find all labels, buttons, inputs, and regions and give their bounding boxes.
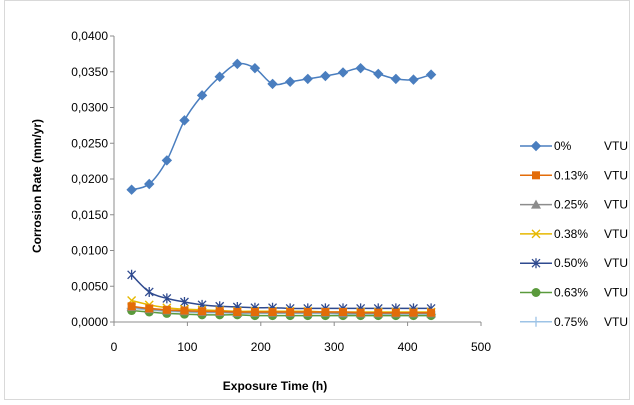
data-point <box>126 184 137 195</box>
data-point <box>198 307 207 316</box>
data-point <box>162 293 172 304</box>
y-tick-label: 0,0300 <box>71 101 108 115</box>
series-0-50pct <box>127 269 436 314</box>
legend-unit: VTU <box>604 256 628 270</box>
data-point <box>390 73 402 85</box>
series-0pct <box>126 58 437 195</box>
series-0-13pct <box>127 302 436 317</box>
data-point <box>179 115 190 126</box>
data-point <box>355 62 366 74</box>
data-point <box>180 306 189 315</box>
data-point <box>144 286 154 297</box>
data-point <box>339 307 348 316</box>
legend-entry: 0% VTU <box>520 139 628 153</box>
series-layer <box>126 58 437 321</box>
legend-marker <box>532 171 540 180</box>
corrosion-rate-chart: 0,0000 0,0050 0,0100 0,0150 0,0200 0,0250 0,03… <box>30 29 628 393</box>
legend-unit: VTU <box>604 198 628 212</box>
data-point <box>233 307 242 316</box>
data-point <box>427 308 436 317</box>
legend-series-name: 0% <box>554 139 572 153</box>
x-tick-label: 0 <box>111 340 118 354</box>
legend-marker <box>531 258 541 269</box>
data-point <box>286 307 295 316</box>
legend-entry: 0.38% VTU <box>520 227 628 241</box>
series-line <box>131 62 432 191</box>
series-line <box>131 274 432 310</box>
data-point <box>232 58 243 70</box>
legend-series-name: 0.50% <box>554 256 588 270</box>
data-point <box>302 73 313 85</box>
legend-marker <box>530 140 542 152</box>
legend-entry: 0.25% VTU <box>520 198 628 212</box>
legend-entry: 0.50% VTU <box>520 256 628 270</box>
legend-entry: 0.63% VTU <box>520 286 628 300</box>
data-point <box>409 308 418 317</box>
data-point <box>267 78 278 90</box>
y-tick-label: 0,0200 <box>71 172 108 186</box>
data-point <box>408 74 419 85</box>
y-tick-label: 0,0350 <box>71 65 108 79</box>
data-point <box>249 62 261 74</box>
data-point <box>284 76 296 87</box>
x-tick-label: 500 <box>471 340 491 354</box>
data-point <box>303 307 312 316</box>
legend-unit: VTU <box>604 168 628 182</box>
legend-unit: VTU <box>604 286 628 300</box>
legend-unit: VTU <box>604 139 628 153</box>
data-point <box>214 71 225 82</box>
data-point <box>374 308 383 317</box>
chart-frame: 0,0000 0,0050 0,0100 0,0150 0,0200 0,0250 0,03… <box>4 0 630 400</box>
y-tick-label: 0,0050 <box>71 279 108 293</box>
data-point <box>356 308 365 317</box>
legend-series-name: 0.63% <box>554 286 588 300</box>
y-tick-label: 0,0150 <box>71 208 108 222</box>
data-point <box>425 69 437 80</box>
x-axis-title: Exposure Time (h) <box>223 379 327 393</box>
y-tick-label: 0,0100 <box>71 244 108 258</box>
data-point <box>144 178 155 190</box>
legend-marker <box>531 229 541 239</box>
data-point <box>127 302 136 311</box>
legend-series-name: 0.25% <box>554 198 588 212</box>
legend-marker <box>531 199 541 209</box>
data-point <box>321 307 330 316</box>
data-point <box>145 304 154 313</box>
legend-entry: 0.13% VTU <box>520 168 628 182</box>
y-axis-title: Corrosion Rate (mm/yr) <box>30 119 44 253</box>
data-point <box>337 67 349 78</box>
x-tick-label: 100 <box>177 340 197 354</box>
data-point <box>268 307 277 316</box>
y-tick-label: 0,0250 <box>71 136 108 150</box>
y-tick-label: 0,0400 <box>71 29 108 43</box>
legend-series-name: 0.38% <box>554 227 588 241</box>
y-tick-label: 0,0000 <box>71 315 108 329</box>
legend-unit: VTU <box>604 315 628 329</box>
data-point <box>196 90 208 101</box>
data-point <box>180 296 189 307</box>
legend-marker <box>531 288 541 297</box>
x-tick-label: 400 <box>398 340 418 354</box>
data-point <box>162 305 171 314</box>
data-point <box>127 269 137 280</box>
data-point <box>215 307 224 316</box>
data-point <box>161 155 173 166</box>
legend-marker <box>531 316 541 327</box>
data-point <box>373 68 384 80</box>
axes: 0,0000 0,0050 0,0100 0,0150 0,0200 0,0250 0,03… <box>71 29 491 354</box>
x-tick-label: 200 <box>251 340 271 354</box>
legend-series-name: 0.75% <box>554 315 588 329</box>
data-point <box>250 307 259 316</box>
data-point <box>391 308 400 317</box>
legend-unit: VTU <box>604 227 628 241</box>
x-tick-label: 300 <box>324 340 344 354</box>
legend-entry: 0.75% VTU <box>520 315 628 329</box>
data-point <box>320 70 331 82</box>
legend-series-name: 0.13% <box>554 168 588 182</box>
